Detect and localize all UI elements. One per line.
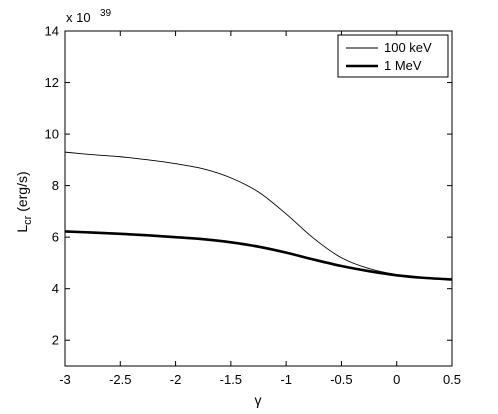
x-tick-label: 0.5: [443, 372, 461, 387]
y-axis-label-subscript: cr: [22, 215, 34, 225]
legend: 100 keV 1 MeV: [337, 34, 449, 78]
y-tick-label: 12: [45, 75, 59, 90]
y-axis-label-main: L: [14, 225, 30, 233]
x-axis-label: γ: [255, 392, 262, 408]
series-line-1mev: [64, 230, 453, 281]
legend-label-1mev: 1 MeV: [384, 58, 422, 73]
y-tick-label: 8: [52, 178, 59, 193]
y-axis-label: Lcr (erg/s): [14, 171, 34, 232]
x-tick-label: -3: [59, 372, 71, 387]
y-multiplier-text: x 10: [66, 10, 91, 25]
series-layer: [64, 151, 453, 281]
x-tick-label: -1.5: [220, 372, 242, 387]
y-multiplier-exponent: 39: [100, 8, 112, 19]
y-tick-label: 14: [45, 24, 59, 39]
x-tick-label: -2.5: [109, 372, 131, 387]
x-tick-label: -1: [280, 372, 292, 387]
y-axis-label-unit: (erg/s): [14, 171, 30, 215]
legend-box: [337, 34, 449, 78]
plot-area: -3 -2.5 -2 -1.5 -1 -0.5 0 0.5 2 4 6 8 10 12 14: [45, 24, 462, 388]
axis-ticks: -3 -2.5 -2 -1.5 -1 -0.5 0 0.5 2 4 6 8 10 12 14: [45, 24, 462, 388]
y-multiplier: x 10 39: [66, 8, 112, 25]
y-tick-label: 10: [45, 127, 59, 142]
y-tick-label: 6: [52, 230, 59, 245]
y-axis-label-text: Lcr (erg/s): [14, 171, 34, 232]
y-tick-label: 2: [52, 333, 59, 348]
plot-frame: [64, 30, 453, 367]
x-tick-label: -2: [170, 372, 182, 387]
legend-label-100kev: 100 keV: [384, 40, 432, 55]
x-tick-label: 0: [393, 372, 400, 387]
y-tick-label: 4: [52, 281, 59, 296]
x-tick-label: -0.5: [330, 372, 352, 387]
